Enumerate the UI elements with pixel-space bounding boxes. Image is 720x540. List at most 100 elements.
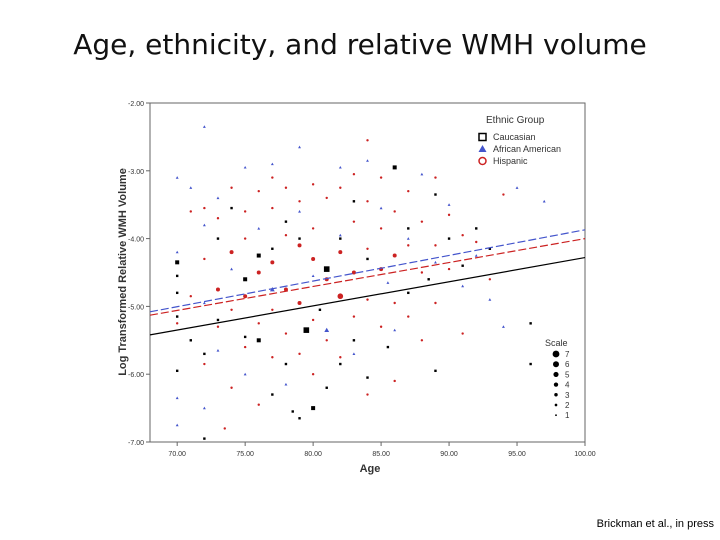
caucasian-point	[203, 437, 206, 440]
hispanic-point	[311, 256, 316, 261]
african-american-point	[230, 267, 234, 271]
hispanic-point	[243, 345, 247, 349]
african-american-point	[298, 145, 301, 149]
scale-label: 3	[565, 391, 570, 400]
scale-label: 5	[565, 370, 570, 379]
caucasian-point	[325, 386, 328, 389]
hispanic-point	[271, 176, 274, 179]
caucasian-point	[256, 338, 261, 343]
scale-marker	[554, 393, 558, 397]
hispanic-point	[407, 244, 410, 247]
x-tick-label: 85.00	[372, 451, 390, 458]
legend-marker-african-american	[478, 145, 487, 152]
african-american-point	[216, 349, 220, 352]
caucasian-point	[284, 362, 288, 366]
scale-marker	[554, 403, 558, 407]
x-axis-label: Age	[360, 463, 381, 475]
hispanic-point	[243, 237, 247, 240]
african-american-point	[338, 165, 342, 169]
hispanic-point	[475, 240, 478, 244]
african-american-point	[298, 210, 301, 213]
hispanic-point	[311, 227, 315, 230]
scale-marker	[553, 371, 559, 377]
hispanic-point	[379, 176, 383, 179]
hispanic-point	[203, 206, 206, 210]
caucasian-point	[243, 335, 247, 339]
scale-title: Scale	[545, 338, 568, 348]
african-american-fit-line	[149, 229, 586, 313]
hispanic-point	[203, 257, 206, 261]
caucasian-point	[488, 247, 492, 250]
hispanic-point	[243, 210, 247, 213]
caucasian-point	[352, 339, 356, 342]
hispanic-point	[420, 220, 424, 223]
african-american-point	[393, 328, 397, 332]
citation: Brickman et al., in press	[596, 518, 714, 530]
hispanic-point	[257, 403, 260, 406]
x-tick-label: 90.00	[440, 451, 458, 458]
hispanic-point	[271, 308, 274, 311]
african-american-point	[243, 165, 247, 169]
caucasian-point	[271, 393, 274, 396]
scale-label: 1	[565, 411, 570, 420]
hispanic-point	[461, 234, 464, 237]
scale-marker	[553, 382, 559, 387]
hispanic-point	[393, 210, 396, 213]
hispanic-point	[352, 172, 356, 176]
hispanic-point	[298, 200, 301, 203]
hispanic-point	[420, 339, 424, 342]
caucasian-point	[175, 260, 180, 265]
slide-title: Age, ethnicity, and relative WMH volume	[73, 28, 647, 61]
hispanic-point	[338, 250, 343, 255]
caucasian-point	[323, 266, 330, 272]
hispanic-point	[283, 287, 288, 292]
caucasian-point	[230, 206, 233, 210]
plot-frame	[149, 102, 586, 443]
hispanic-point	[325, 196, 328, 200]
hispanic-fit-line	[149, 238, 586, 316]
caucasian-point	[461, 264, 464, 267]
hispanic-point	[271, 356, 274, 359]
hispanic-point	[257, 322, 260, 325]
african-american-point	[461, 284, 465, 288]
caucasian-point	[366, 257, 369, 261]
x-tick-label: 70.00	[168, 451, 186, 458]
caucasian-point	[434, 369, 437, 373]
hispanic-point	[256, 270, 261, 275]
caucasian-point	[256, 253, 261, 258]
african-american-point	[406, 237, 410, 240]
hispanic-point	[366, 139, 369, 142]
y-axis-label: Log Transformed Relative WMH Volume	[117, 168, 129, 376]
caucasian-point	[529, 322, 532, 325]
caucasian-point	[434, 193, 437, 196]
hispanic-point	[366, 247, 369, 250]
hispanic-point	[447, 267, 451, 271]
hispanic-point	[393, 379, 396, 383]
plot-border	[149, 102, 586, 443]
african-american-point	[501, 325, 505, 328]
scale-label: 7	[565, 350, 570, 359]
data-points	[175, 125, 546, 440]
caucasian-point	[407, 227, 410, 230]
hispanic-point	[366, 200, 369, 203]
scale-label: 6	[565, 360, 570, 369]
caucasian-point	[303, 327, 310, 333]
caucasian-point	[407, 291, 410, 295]
hispanic-point	[434, 244, 437, 247]
caucasian-point	[175, 291, 179, 295]
african-american-point	[175, 176, 179, 179]
caucasian-point	[339, 237, 342, 240]
x-tick-label: 100.00	[574, 451, 596, 458]
caucasian-point	[216, 237, 220, 240]
african-american-point	[474, 254, 478, 257]
caucasian-point	[447, 237, 451, 240]
caucasian-point	[386, 345, 390, 349]
african-american-point	[352, 352, 356, 356]
caucasian-point	[175, 369, 179, 373]
legend-label: Caucasian	[493, 132, 536, 142]
hispanic-point	[420, 271, 424, 274]
hispanic-point	[447, 213, 451, 217]
hispanic-point	[284, 332, 288, 335]
